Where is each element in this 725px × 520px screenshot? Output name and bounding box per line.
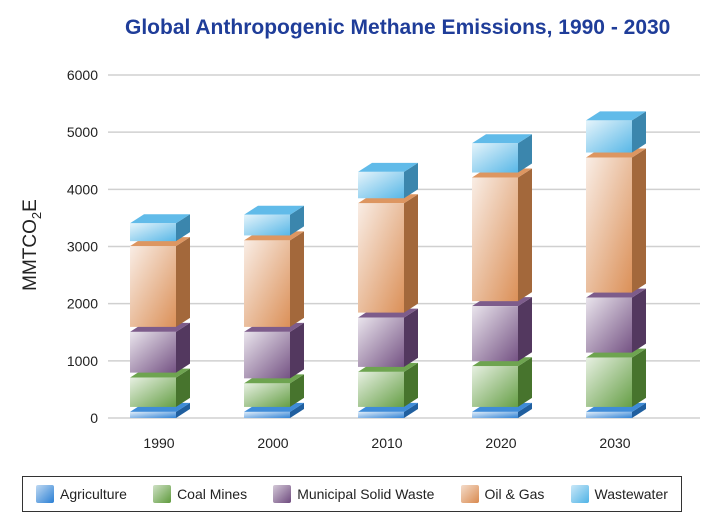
legend-item: Municipal Solid Waste [273, 485, 434, 503]
legend-item: Agriculture [36, 485, 127, 503]
bar-side-wastewater [632, 111, 646, 153]
legend-swatch [153, 485, 172, 503]
bar-coal-mines [358, 371, 404, 407]
bar-side-oil-gas [404, 194, 418, 313]
bar-side-agriculture [632, 402, 646, 418]
bar-top-wastewater [244, 205, 304, 215]
bar-wastewater [586, 120, 632, 153]
bar-coal-mines [586, 357, 632, 407]
bar-agriculture [244, 411, 290, 418]
legend-item: Wastewater [570, 485, 668, 503]
bar-coal-mines [244, 383, 290, 407]
bar-side-agriculture [290, 402, 304, 418]
bar-side-municipal-solid-waste [632, 288, 646, 353]
legend-label: Agriculture [60, 486, 127, 502]
legend-swatch [460, 485, 479, 503]
bar-coal-mines [472, 366, 518, 407]
legend-item: Oil & Gas [460, 485, 545, 503]
y-tick-label: 0 [90, 410, 98, 426]
legend-swatch [570, 485, 589, 503]
legend-label: Wastewater [594, 486, 668, 502]
bar-wastewater [244, 214, 290, 236]
legend-swatch [36, 485, 55, 503]
y-tick-label: 6000 [67, 67, 98, 83]
x-tick-label: 1990 [143, 435, 174, 451]
legend: Agriculture Coal Mines Municipal Solid Was… [22, 476, 682, 512]
bar-side-wastewater [518, 134, 532, 173]
bar-oil-gas [358, 203, 404, 313]
bar-top-wastewater [130, 214, 190, 224]
bar-top-wastewater [358, 162, 418, 172]
y-tick-label: 1000 [67, 353, 98, 369]
bar-municipal-solid-waste [472, 306, 518, 362]
bar-agriculture [586, 411, 632, 418]
bar-side-oil-gas [290, 231, 304, 327]
legend-label: Municipal Solid Waste [297, 486, 435, 502]
bar-side-oil-gas [176, 237, 190, 327]
bar-side-wastewater [176, 214, 190, 242]
bar-side-oil-gas [632, 148, 646, 293]
chart: 0 1000 2000 3000 4000 5000 6000 MMTCO2E 1990 2000… [20, 67, 700, 451]
bar-oil-gas [130, 246, 176, 327]
x-tick-label: 2030 [599, 435, 630, 451]
bar-top-wastewater [586, 111, 646, 121]
legend-label: Oil & Gas [484, 486, 545, 502]
bar-side-coal-mines [518, 357, 532, 407]
bar-side-agriculture [518, 402, 532, 418]
bar-side-oil-gas [518, 168, 532, 302]
bar-side-municipal-solid-waste [518, 297, 532, 362]
bar-agriculture [358, 411, 404, 418]
bar-agriculture [130, 411, 176, 418]
bar-municipal-solid-waste [244, 331, 290, 379]
bar-side-municipal-solid-waste [290, 322, 304, 379]
y-tick-label: 5000 [67, 124, 98, 140]
bar-oil-gas [472, 177, 518, 302]
bar-oil-gas [586, 157, 632, 293]
bar-side-agriculture [176, 402, 190, 418]
bar-top-wastewater [472, 134, 532, 144]
bar-side-municipal-solid-waste [176, 322, 190, 373]
bar-side-wastewater [290, 205, 304, 236]
chart-title: Global Anthropogenic Methane Emissions, … [125, 16, 671, 39]
bar-wastewater [358, 171, 404, 199]
legend-label: Coal Mines [177, 486, 248, 502]
legend-item: Coal Mines [153, 485, 247, 503]
bar-municipal-solid-waste [358, 317, 404, 367]
y-axis-label: MMTCO2E [20, 199, 44, 291]
y-tick-label: 3000 [67, 239, 98, 255]
bar-municipal-solid-waste [586, 297, 632, 353]
bar-side-agriculture [404, 402, 418, 418]
bar-coal-mines [130, 377, 176, 407]
bar-side-coal-mines [404, 362, 418, 407]
legend-swatch [273, 485, 292, 503]
x-tick-label: 2000 [257, 435, 288, 451]
y-tick-label: 4000 [67, 181, 98, 197]
bar-side-wastewater [404, 162, 418, 199]
bar-oil-gas [244, 240, 290, 327]
bar-side-coal-mines [176, 368, 190, 407]
bar-side-coal-mines [290, 374, 304, 407]
bar-municipal-solid-waste [130, 331, 176, 373]
bar-side-municipal-solid-waste [404, 308, 418, 367]
bar-wastewater [472, 143, 518, 173]
bar-side-coal-mines [632, 348, 646, 407]
y-tick-label: 2000 [67, 296, 98, 312]
bar-wastewater [130, 223, 176, 242]
x-tick-label: 2020 [485, 435, 516, 451]
x-tick-label: 2010 [371, 435, 402, 451]
bar-agriculture [472, 411, 518, 418]
